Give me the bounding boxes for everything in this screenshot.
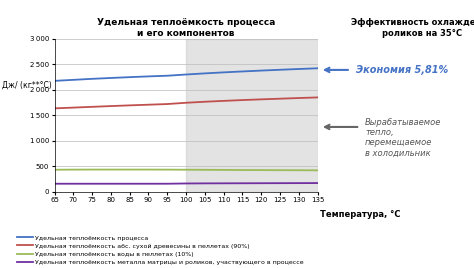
Удельная теплоёмкость процесса	[108, 76, 114, 80]
Удельная теплоёмкость процесса	[239, 70, 245, 73]
Удельная теплоёмкость воды в пеллетах (10%)	[146, 168, 151, 171]
Удельная теплоёмкость абс. сухой древесины в пеллетах (90%)	[258, 98, 264, 101]
Удельная теплоёмкость металла матрицы и роликов, участвующего в процессе	[146, 182, 151, 185]
Удельная теплоёмкость абс. сухой древесины в пеллетах (90%)	[239, 98, 245, 102]
Удельная теплоёмкость воды в пеллетах (10%)	[183, 168, 189, 171]
Удельная теплоёмкость металла матрицы и роликов, участвующего в процессе	[277, 181, 283, 185]
Line: Удельная теплоёмкость процесса: Удельная теплоёмкость процесса	[55, 68, 318, 81]
Line: Удельная теплоёмкость металла матрицы и роликов, участвующего в процессе: Удельная теплоёмкость металла матрицы и …	[55, 183, 318, 184]
Удельная теплоёмкость абс. сухой древесины в пеллетах (90%)	[277, 97, 283, 100]
Удельная теплоёмкость металла матрицы и роликов, участвующего в процессе	[239, 182, 245, 185]
Удельная теплоёмкость процесса	[71, 78, 76, 81]
Удельная теплоёмкость воды в пеллетах (10%)	[296, 169, 301, 172]
Text: Эффективность охлаждения
роликов на 35°C: Эффективность охлаждения роликов на 35°C	[351, 18, 474, 38]
Удельная теплоёмкость процесса	[164, 74, 170, 77]
Удельная теплоёмкость металла матрицы и роликов, участвующего в процессе	[52, 182, 57, 185]
Text: Экономия 5,81%: Экономия 5,81%	[356, 65, 448, 75]
Удельная теплоёмкость процесса	[221, 71, 227, 74]
Удельная теплоёмкость абс. сухой древесины в пеллетах (90%)	[146, 103, 151, 106]
Удельная теплоёмкость металла матрицы и роликов, участвующего в процессе	[71, 182, 76, 185]
Удельная теплоёмкость металла матрицы и роликов, участвующего в процессе	[202, 182, 208, 185]
Удельная теплоёмкость абс. сухой древесины в пеллетах (90%)	[127, 104, 133, 107]
Text: Вырабатываемое
тепло,
перемещаемое
в холодильник: Вырабатываемое тепло, перемещаемое в хол…	[365, 118, 441, 158]
Удельная теплоёмкость процесса	[89, 77, 95, 80]
Удельная теплоёмкость металла матрицы и роликов, участвующего в процессе	[315, 181, 320, 185]
Удельная теплоёмкость воды в пеллетах (10%)	[221, 168, 227, 172]
Text: Удельная теплоёмкость процесса
и его компонентов: Удельная теплоёмкость процесса и его ком…	[97, 18, 275, 38]
Удельная теплоёмкость металла матрицы и роликов, участвующего в процессе	[108, 182, 114, 185]
Удельная теплоёмкость воды в пеллетах (10%)	[277, 169, 283, 172]
Удельная теплоёмкость металла матрицы и роликов, участвующего в процессе	[258, 182, 264, 185]
Удельная теплоёмкость воды в пеллетах (10%)	[108, 168, 114, 171]
Удельная теплоёмкость абс. сухой древесины в пеллетах (90%)	[52, 107, 57, 110]
Удельная теплоёмкость воды в пеллетах (10%)	[239, 168, 245, 172]
Удельная теплоёмкость процесса	[258, 69, 264, 72]
Legend: Удельная теплоёмкость процесса, Удельная теплоёмкость абс. сухой древесины в пел: Удельная теплоёмкость процесса, Удельная…	[18, 235, 304, 265]
Удельная теплоёмкость воды в пеллетах (10%)	[127, 168, 133, 171]
Удельная теплоёмкость абс. сухой древесины в пеллетах (90%)	[183, 101, 189, 104]
Удельная теплоёмкость процесса	[52, 79, 57, 83]
Удельная теплоёмкость процесса	[315, 67, 320, 70]
Line: Удельная теплоёмкость абс. сухой древесины в пеллетах (90%): Удельная теплоёмкость абс. сухой древеси…	[55, 98, 318, 108]
Удельная теплоёмкость абс. сухой древесины в пеллетах (90%)	[108, 105, 114, 108]
Text: Дж/ (кг**°С): Дж/ (кг**°С)	[2, 80, 52, 89]
Удельная теплоёмкость воды в пеллетах (10%)	[315, 169, 320, 172]
Удельная теплоёмкость воды в пеллетах (10%)	[258, 169, 264, 172]
Удельная теплоёмкость процесса	[183, 73, 189, 76]
Удельная теплоёмкость металла матрицы и роликов, участвующего в процессе	[183, 182, 189, 185]
Удельная теплоёмкость процесса	[146, 75, 151, 78]
Удельная теплоёмкость абс. сухой древесины в пеллетах (90%)	[89, 105, 95, 109]
Удельная теплоёмкость металла матрицы и роликов, участвующего в процессе	[127, 182, 133, 185]
Удельная теплоёмкость процесса	[202, 72, 208, 75]
Text: Температура, °C: Температура, °C	[320, 210, 401, 219]
Удельная теплоёмкость процесса	[296, 67, 301, 70]
Удельная теплоёмкость металла матрицы и роликов, участвующего в процессе	[164, 182, 170, 185]
Bar	[186, 39, 318, 192]
Удельная теплоёмкость металла матрицы и роликов, участвующего в процессе	[221, 182, 227, 185]
Удельная теплоёмкость абс. сухой древесины в пеллетах (90%)	[164, 102, 170, 106]
Удельная теплоёмкость абс. сухой древесины в пеллетах (90%)	[315, 96, 320, 99]
Удельная теплоёмкость абс. сухой древесины в пеллетах (90%)	[296, 96, 301, 100]
Удельная теплоёмкость абс. сухой древесины в пеллетах (90%)	[221, 99, 227, 102]
Удельная теплоёмкость процесса	[277, 68, 283, 71]
Удельная теплоёмкость абс. сухой древесины в пеллетах (90%)	[202, 100, 208, 103]
Удельная теплоёмкость воды в пеллетах (10%)	[164, 168, 170, 171]
Удельная теплоёмкость воды в пеллетах (10%)	[202, 168, 208, 172]
Удельная теплоёмкость воды в пеллетах (10%)	[71, 168, 76, 171]
Удельная теплоёмкость металла матрицы и роликов, участвующего в процессе	[89, 182, 95, 185]
Удельная теплоёмкость воды в пеллетах (10%)	[52, 168, 57, 171]
Удельная теплоёмкость процесса	[127, 76, 133, 79]
Удельная теплоёмкость металла матрицы и роликов, участвующего в процессе	[296, 181, 301, 185]
Удельная теплоёмкость воды в пеллетах (10%)	[89, 168, 95, 171]
Удельная теплоёмкость абс. сухой древесины в пеллетах (90%)	[71, 106, 76, 109]
